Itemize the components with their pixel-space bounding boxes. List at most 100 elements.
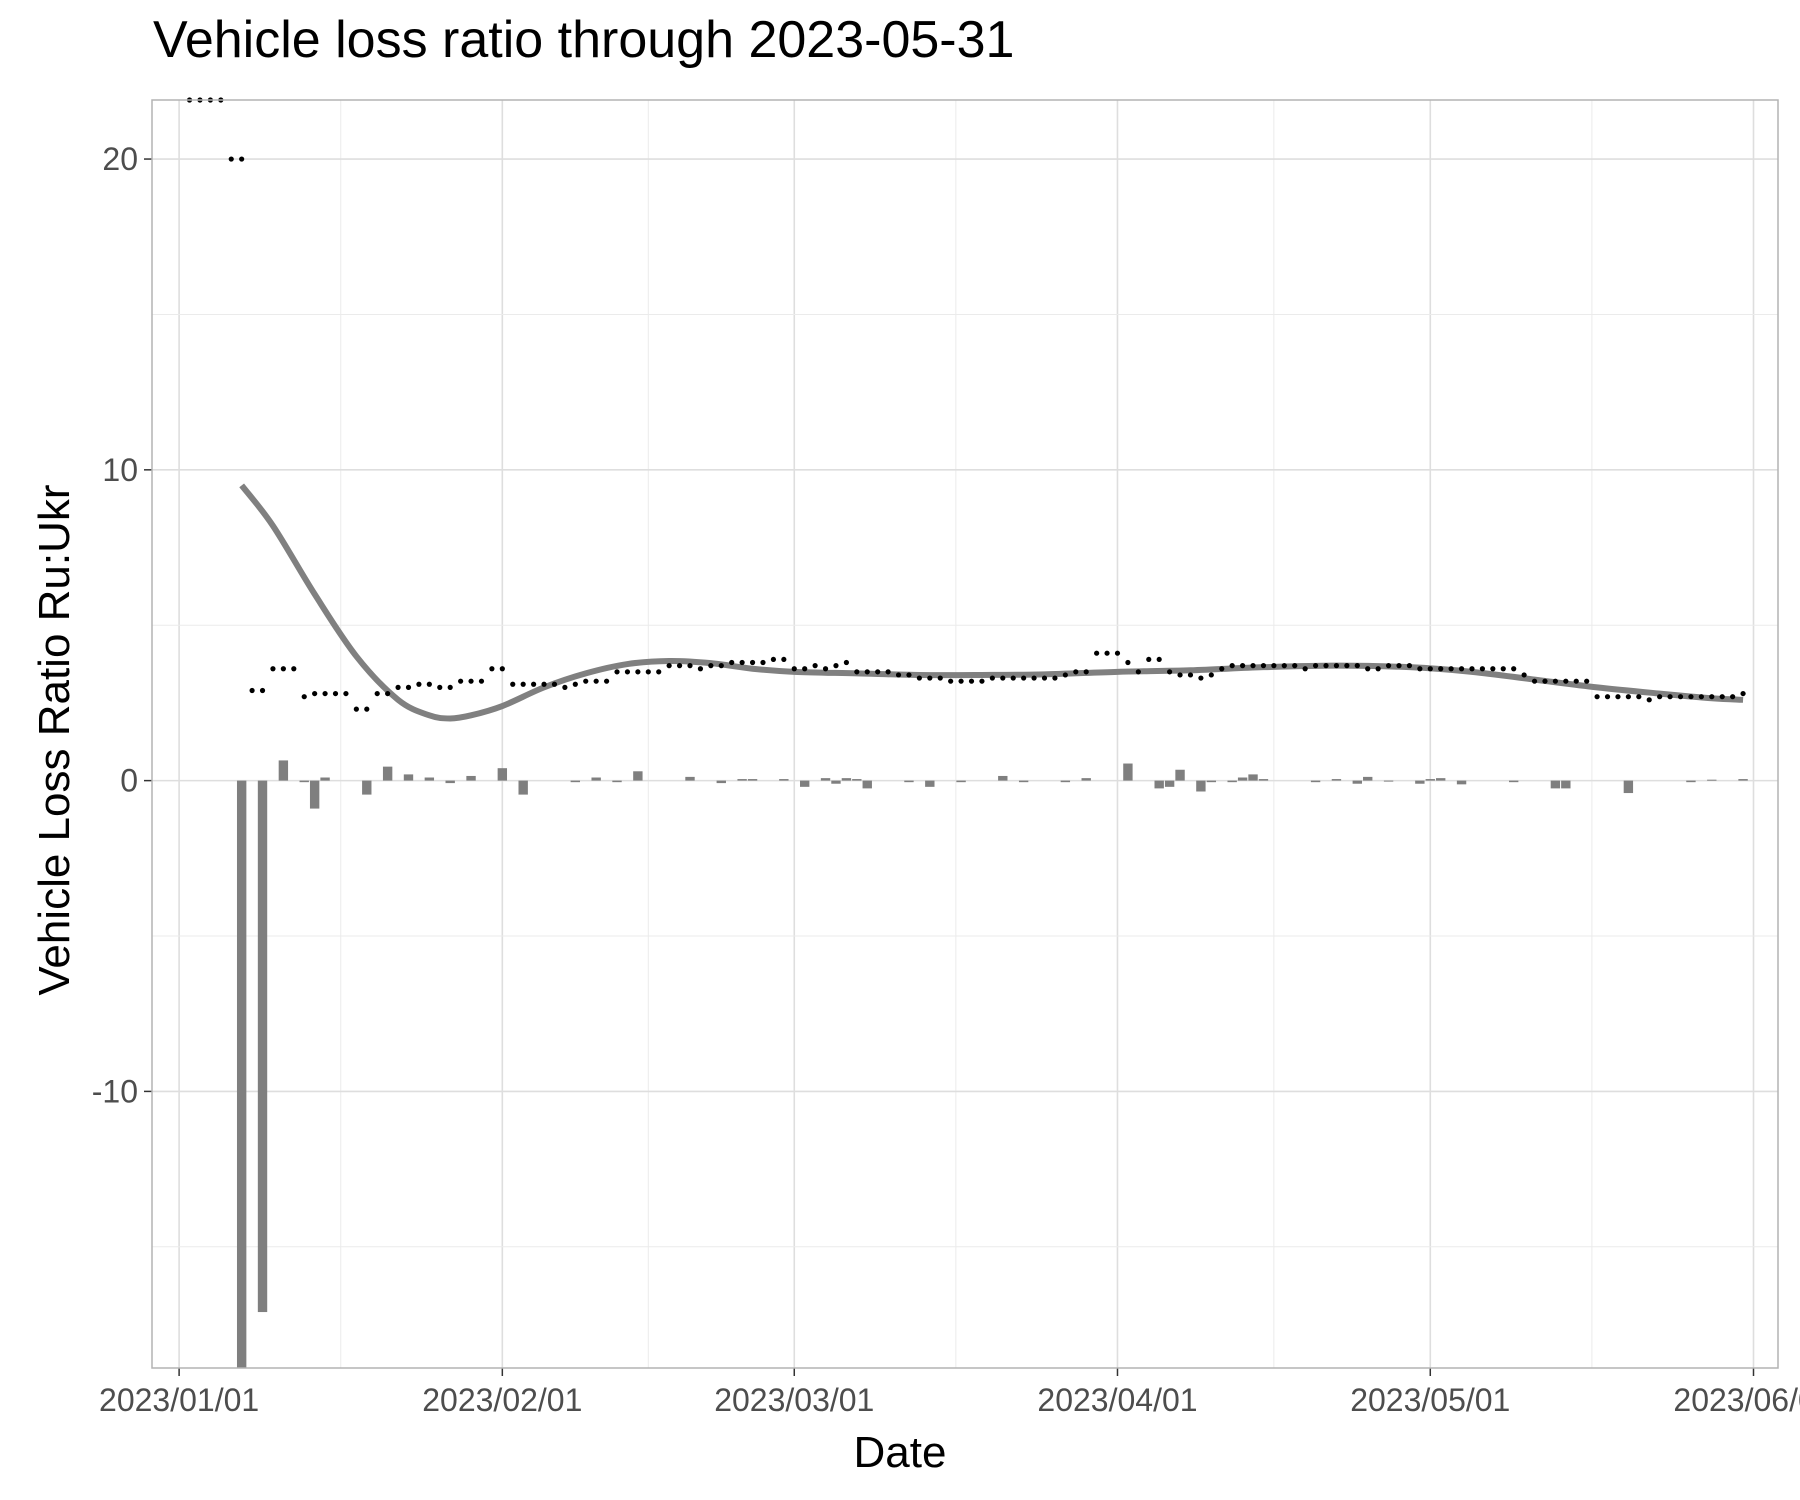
x-tick-label: 2023/06/01 bbox=[1673, 1382, 1800, 1418]
data-point bbox=[1584, 678, 1590, 684]
chart-title: Vehicle loss ratio through 2023-05-31 bbox=[153, 11, 1015, 69]
data-point bbox=[1198, 675, 1204, 681]
data-point bbox=[499, 666, 505, 672]
data-point bbox=[312, 690, 318, 697]
bar bbox=[1175, 769, 1185, 781]
data-point bbox=[1135, 669, 1141, 675]
data-point bbox=[374, 690, 380, 697]
data-point bbox=[1458, 666, 1465, 672]
data-point bbox=[1385, 663, 1392, 669]
data-point bbox=[447, 684, 453, 690]
data-point bbox=[1709, 694, 1715, 700]
data-point bbox=[1427, 666, 1433, 672]
data-point bbox=[1229, 663, 1235, 669]
data-point bbox=[1594, 694, 1600, 700]
data-point bbox=[864, 669, 870, 675]
data-point bbox=[1563, 678, 1569, 684]
data-point bbox=[645, 669, 651, 675]
bar bbox=[998, 775, 1008, 781]
data-point bbox=[1615, 694, 1621, 700]
data-point bbox=[791, 666, 797, 672]
data-point bbox=[1000, 675, 1006, 681]
bar bbox=[1081, 778, 1091, 781]
data-point bbox=[635, 669, 641, 675]
bar bbox=[362, 780, 372, 795]
data-point bbox=[895, 672, 902, 678]
bar bbox=[1415, 780, 1425, 784]
bar bbox=[1060, 780, 1071, 783]
bar bbox=[1258, 779, 1269, 781]
bar bbox=[841, 778, 852, 781]
data-point bbox=[1104, 650, 1110, 656]
data-point bbox=[1417, 666, 1423, 672]
data-point bbox=[1406, 663, 1413, 669]
data-point bbox=[332, 690, 339, 697]
data-point bbox=[687, 663, 693, 669]
bar bbox=[633, 771, 643, 781]
bar bbox=[1310, 780, 1321, 783]
bar bbox=[831, 780, 841, 784]
data-point bbox=[301, 694, 307, 700]
data-point bbox=[458, 678, 464, 684]
data-point bbox=[249, 687, 255, 694]
data-point bbox=[1646, 697, 1652, 703]
bar bbox=[1686, 780, 1696, 783]
y-tick-label: 10 bbox=[102, 452, 138, 488]
data-point bbox=[1250, 663, 1256, 669]
point-series bbox=[186, 97, 1746, 712]
data-point bbox=[614, 669, 620, 675]
bar bbox=[862, 780, 872, 789]
data-point bbox=[259, 687, 266, 694]
data-point bbox=[906, 672, 912, 678]
bar bbox=[800, 780, 810, 787]
data-point bbox=[1636, 694, 1642, 700]
x-tick-label: 2023/02/01 bbox=[422, 1382, 582, 1418]
data-point bbox=[676, 663, 683, 669]
data-point bbox=[1323, 663, 1329, 669]
data-point bbox=[385, 690, 391, 697]
data-point bbox=[833, 663, 839, 669]
data-point bbox=[1344, 663, 1350, 669]
data-point bbox=[854, 669, 860, 675]
bar bbox=[1227, 780, 1237, 783]
bar bbox=[1550, 780, 1561, 789]
data-point bbox=[656, 669, 662, 675]
data-point bbox=[729, 659, 735, 666]
data-point bbox=[989, 675, 995, 681]
data-point bbox=[624, 669, 631, 675]
y-tick-label: -10 bbox=[92, 1073, 138, 1109]
data-point bbox=[1667, 694, 1673, 700]
data-point bbox=[1365, 666, 1371, 672]
data-point bbox=[718, 663, 724, 669]
data-point bbox=[1542, 678, 1548, 684]
data-point bbox=[1479, 666, 1486, 672]
bar bbox=[1363, 776, 1373, 781]
bar bbox=[904, 780, 914, 783]
grid-lines bbox=[152, 100, 1778, 1368]
x-tick-label: 2023/04/01 bbox=[1037, 1382, 1197, 1418]
x-axis-label: Date bbox=[853, 1428, 947, 1477]
data-point bbox=[291, 666, 297, 672]
bar bbox=[403, 774, 414, 781]
bar bbox=[1164, 780, 1175, 787]
data-point bbox=[1396, 663, 1402, 669]
data-point bbox=[551, 681, 558, 687]
data-point bbox=[1677, 694, 1684, 700]
bar bbox=[591, 777, 601, 781]
bar bbox=[1383, 780, 1394, 782]
y-tick-label: 0 bbox=[120, 763, 138, 799]
data-point bbox=[1730, 694, 1736, 700]
data-point bbox=[1333, 663, 1340, 669]
bar bbox=[1206, 780, 1217, 783]
data-point bbox=[1240, 663, 1246, 669]
data-point bbox=[875, 669, 881, 675]
bar bbox=[1623, 780, 1634, 794]
data-point bbox=[1531, 678, 1538, 684]
bar bbox=[497, 768, 508, 781]
data-point bbox=[781, 656, 787, 663]
bar bbox=[320, 777, 330, 781]
x-tick-label: 2023/05/01 bbox=[1350, 1382, 1510, 1418]
bar bbox=[518, 780, 528, 795]
bar bbox=[1331, 779, 1342, 781]
data-point bbox=[468, 678, 474, 684]
